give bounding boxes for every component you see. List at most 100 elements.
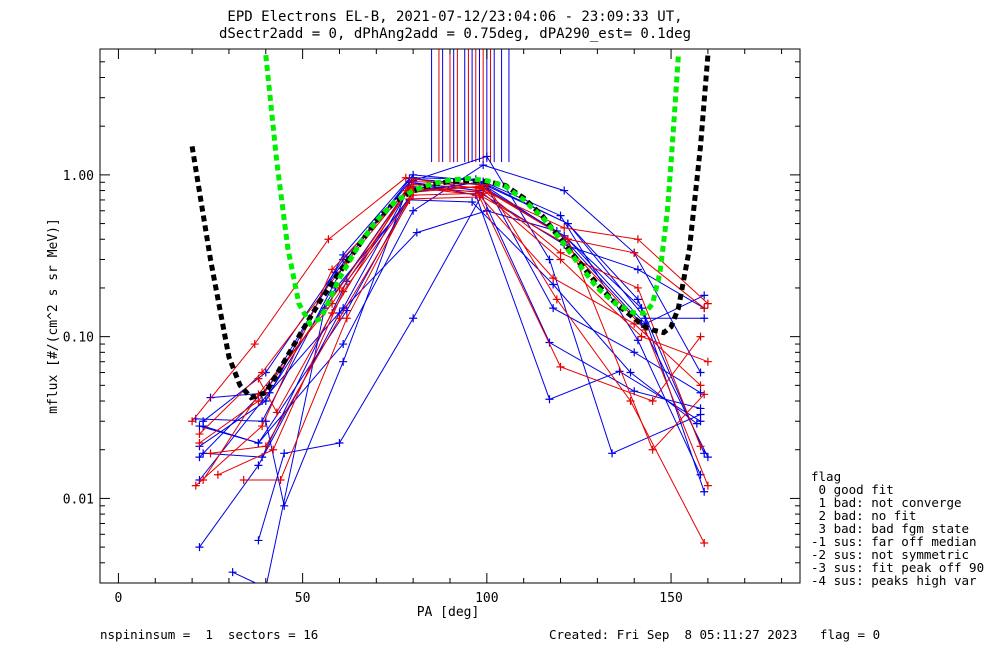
- data-point-marker: [339, 357, 348, 366]
- data-point-marker: [703, 299, 712, 308]
- data-point-marker: [696, 417, 705, 426]
- data-point-marker: [254, 397, 263, 406]
- data-point-marker: [254, 461, 263, 470]
- data-point-marker: [556, 362, 565, 371]
- data-point-marker: [549, 304, 558, 313]
- data-point-marker: [258, 422, 267, 431]
- data-point-marker: [696, 368, 705, 377]
- data-point-marker: [633, 235, 642, 244]
- data-point-marker: [556, 255, 565, 264]
- data-point-marker: [630, 248, 639, 257]
- data-point-marker: [191, 481, 200, 490]
- data-point-marker: [195, 430, 204, 439]
- footer-sectors-info: nspininsum = 1 sectors = 16: [100, 627, 318, 642]
- data-point-marker: [250, 340, 259, 349]
- series-line: [243, 185, 705, 481]
- data-point-marker: [648, 445, 657, 454]
- series-line: [232, 185, 705, 583]
- data-point-marker: [696, 404, 705, 413]
- data-point-marker: [556, 248, 565, 257]
- data-point-marker: [648, 397, 657, 406]
- data-point-marker: [254, 374, 263, 383]
- data-point-marker: [335, 314, 344, 323]
- data-point-marker: [335, 439, 344, 448]
- series-line: [210, 192, 709, 454]
- data-point-marker: [560, 223, 569, 232]
- data-point-marker: [471, 187, 480, 196]
- data-point-marker: [409, 177, 418, 186]
- data-point-marker: [630, 348, 639, 357]
- y-tick-label: 0.01: [63, 492, 94, 507]
- legend-heading: flag: [811, 469, 841, 484]
- data-point-marker: [633, 283, 642, 292]
- data-point-marker: [563, 219, 572, 228]
- legend-item-flag-m3: -3 sus: fit peak off 90: [811, 560, 984, 575]
- data-point-marker: [342, 314, 351, 323]
- data-point-marker: [552, 295, 561, 304]
- data-point-marker: [703, 357, 712, 366]
- data-point-marker: [195, 453, 204, 462]
- x-tick-label: 150: [659, 591, 682, 606]
- series-line: [217, 196, 701, 476]
- data-point-marker: [703, 481, 712, 490]
- data-point-marker: [700, 304, 709, 313]
- data-point-marker: [228, 568, 237, 577]
- data-point-marker: [700, 314, 709, 323]
- series-line: [199, 177, 705, 458]
- axes: 0 50 100 150 0.01 0.10 1.00: [63, 48, 800, 606]
- data-point-marker: [700, 390, 709, 399]
- flag-legend: flag 0 good fit 1 bad: not converge 2 ba…: [811, 469, 984, 588]
- series-line: [199, 186, 709, 486]
- data-point-marker: [254, 536, 263, 545]
- x-axis-label: PA [deg]: [417, 605, 480, 620]
- data-point-marker: [254, 439, 263, 448]
- data-point-marker: [700, 291, 709, 300]
- data-point-marker: [213, 470, 222, 479]
- data-point-marker: [324, 235, 333, 244]
- fit-curve-green: [263, 54, 681, 328]
- data-point-marker: [195, 439, 204, 448]
- data-point-marker: [409, 206, 418, 215]
- x-tick-label: 0: [115, 591, 123, 606]
- legend-item-flag-m2: -2 sus: not symmetric: [811, 547, 969, 562]
- data-point-marker: [328, 265, 337, 274]
- series-line: [199, 210, 709, 548]
- data-point-marker: [328, 309, 337, 318]
- legend-item-flag-1: 1 bad: not converge: [811, 495, 962, 510]
- data-point-marker: [401, 173, 410, 182]
- data-point-marker: [700, 487, 709, 496]
- data-point-marker: [696, 381, 705, 390]
- data-point-marker: [280, 501, 289, 510]
- data-point-marker: [412, 228, 421, 237]
- data-point-marker: [188, 417, 197, 426]
- data-point-marker: [545, 255, 554, 264]
- legend-item-flag-2: 2 bad: no fit: [811, 508, 916, 523]
- series-line: [257, 186, 701, 447]
- footer-created-info: Created: Fri Sep 8 05:11:27 2023 flag = …: [549, 627, 880, 642]
- series-line: [265, 181, 701, 508]
- y-tick-label: 0.10: [63, 331, 94, 346]
- data-point-marker: [556, 211, 565, 220]
- data-point-marker: [696, 332, 705, 341]
- data-point-marker: [637, 332, 646, 341]
- data-point-marker: [626, 368, 635, 377]
- data-point-marker: [339, 340, 348, 349]
- y-axis-label: mflux [#/(cm^2 s sr MeV)]: [46, 218, 61, 414]
- data-point-marker: [195, 543, 204, 552]
- data-point-marker: [239, 475, 248, 484]
- legend-item-flag-0: 0 good fit: [811, 482, 894, 497]
- data-point-marker: [409, 314, 418, 323]
- data-point-marker: [700, 539, 709, 548]
- data-point-marker: [280, 449, 289, 458]
- data-point-marker: [545, 395, 554, 404]
- x-tick-label: 50: [295, 591, 311, 606]
- series-line: [195, 184, 705, 486]
- data-point-marker: [696, 442, 705, 451]
- data-series-red: [254, 183, 705, 451]
- data-point-marker: [206, 449, 215, 458]
- chart-title: EPD Electrons EL-B, 2021-07-12/23:04:06 …: [227, 9, 682, 25]
- x-tick-label: 100: [475, 591, 498, 606]
- data-point-marker: [633, 265, 642, 274]
- data-point-marker: [560, 186, 569, 195]
